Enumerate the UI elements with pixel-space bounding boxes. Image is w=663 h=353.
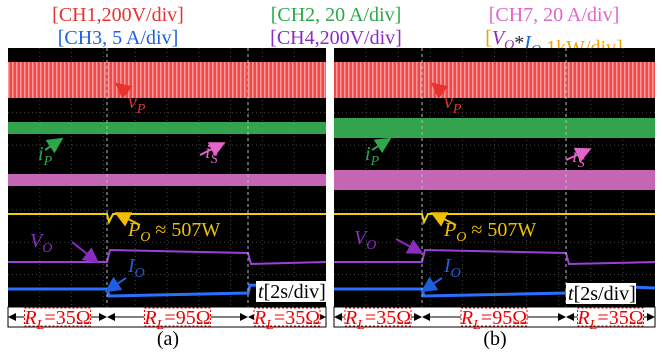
load-label: RL=35Ω bbox=[576, 307, 643, 333]
label-main: R bbox=[460, 307, 473, 329]
label-sub: O bbox=[135, 266, 145, 281]
load-label: RL=35Ω bbox=[23, 307, 90, 333]
label-sub: L bbox=[356, 318, 365, 333]
label-sub: O bbox=[366, 238, 376, 253]
label-sub: L bbox=[36, 318, 45, 333]
label-rest: ≈ 507W bbox=[150, 219, 220, 241]
label-sub: S bbox=[578, 156, 585, 171]
label-rest: [2s/div] bbox=[264, 281, 326, 303]
label-sub: P bbox=[370, 154, 380, 169]
legend-text: [ bbox=[485, 27, 492, 49]
label-sub: O bbox=[140, 230, 150, 245]
label-main: v bbox=[444, 91, 453, 113]
legend-entry: [CH2, 20 A/div] bbox=[271, 4, 402, 26]
label-rest: =35Ω bbox=[597, 307, 643, 329]
legend-entry: [CH3, 5 A/div] bbox=[58, 27, 179, 49]
legend-text: [CH1,200V/div] bbox=[52, 4, 184, 26]
panel-caption: (b) bbox=[483, 328, 506, 350]
label-main: R bbox=[143, 307, 156, 329]
legend-entry: [CH7, 20 A/div] bbox=[489, 4, 620, 26]
label-sub: L bbox=[472, 318, 481, 333]
waveform-vp bbox=[8, 62, 326, 98]
waveform-label: t[2s/div] bbox=[258, 281, 326, 303]
legend-text: [CH2, 20 A/div] bbox=[271, 4, 402, 26]
waveform-ip bbox=[8, 122, 326, 134]
label-sub: O bbox=[456, 230, 466, 245]
legend-text: [CH3, 5 A/div] bbox=[58, 27, 179, 49]
legend-text: [CH4,200V/div] bbox=[270, 27, 402, 49]
label-rest: =95Ω bbox=[481, 307, 527, 329]
waveform-label: t[2s/div] bbox=[568, 283, 636, 305]
waveform-vp bbox=[334, 62, 655, 98]
label-rest: =35Ω bbox=[274, 307, 320, 329]
waveform-is bbox=[8, 174, 326, 186]
waveform-is bbox=[334, 170, 655, 190]
waveform-ip bbox=[334, 118, 655, 138]
label-sub: S bbox=[211, 152, 218, 167]
label-sub: P bbox=[452, 102, 462, 117]
label-rest: =35Ω bbox=[44, 307, 90, 329]
label-sub: O bbox=[42, 241, 52, 256]
label-main: R bbox=[253, 307, 266, 329]
label-main: R bbox=[344, 307, 357, 329]
figure: [CH1,200V/div] [CH2, 20 A/div] [CH7, 20 A/… bbox=[0, 0, 663, 353]
load-label: RL=35Ω bbox=[344, 307, 411, 333]
label-main: P bbox=[127, 219, 140, 241]
label-sub: P bbox=[136, 102, 146, 117]
label-main: R bbox=[576, 307, 589, 329]
load-label: RL=35Ω bbox=[253, 307, 320, 333]
label-sub: L bbox=[589, 318, 598, 333]
legend-entry: [CH1,200V/div] bbox=[52, 4, 184, 26]
label-sub: O bbox=[451, 266, 461, 281]
label-sub: L bbox=[156, 318, 165, 333]
label-rest: ≈ 507W bbox=[466, 219, 536, 241]
label-rest: =95Ω bbox=[164, 307, 210, 329]
label-rest: =35Ω bbox=[365, 307, 411, 329]
label-sub: L bbox=[265, 318, 274, 333]
label-sub: P bbox=[43, 154, 53, 169]
legend-text: [CH7, 20 A/div] bbox=[489, 4, 620, 26]
legend-entry: [CH4,200V/div] bbox=[270, 27, 402, 49]
label-rest: [2s/div] bbox=[574, 283, 636, 305]
label-main: v bbox=[128, 91, 137, 113]
label-main: P bbox=[443, 219, 456, 241]
scope-panel: (a) bbox=[8, 48, 326, 350]
label-main: R bbox=[23, 307, 36, 329]
